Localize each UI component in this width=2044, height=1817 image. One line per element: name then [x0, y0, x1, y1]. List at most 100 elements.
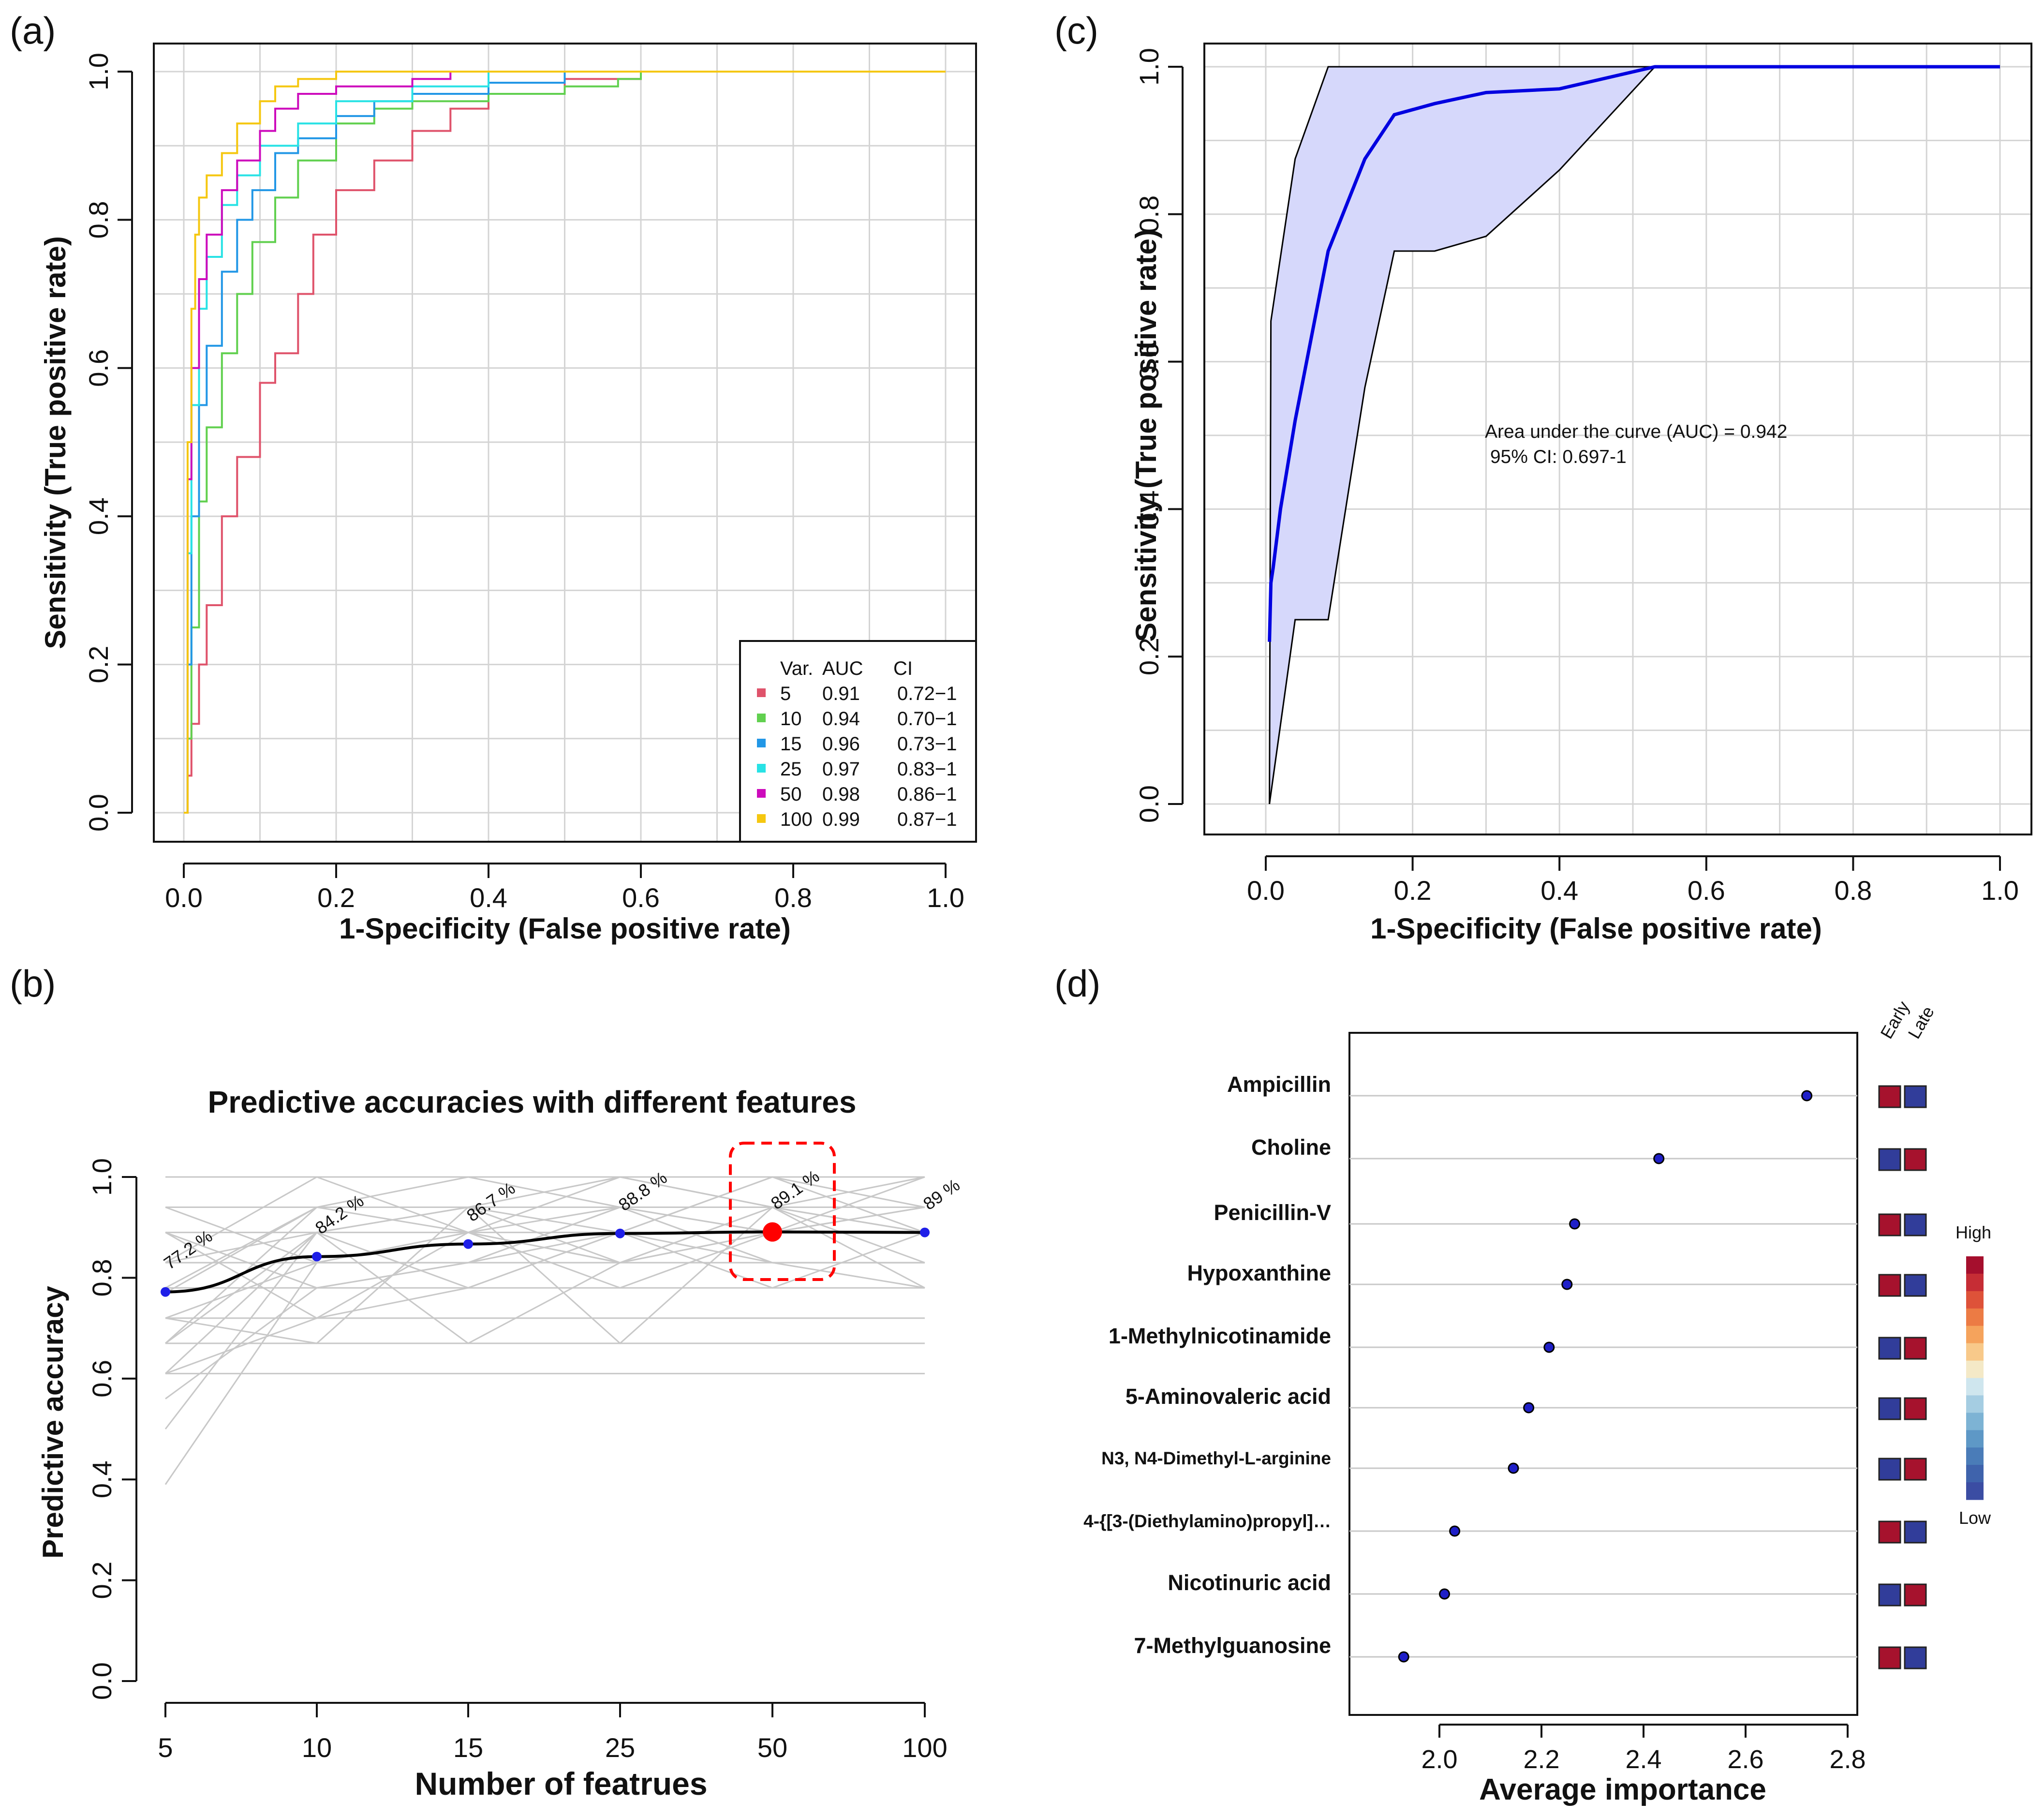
- legend-swatch-25: [757, 764, 766, 773]
- x-tick-label: 50: [757, 1732, 787, 1763]
- panel-a-label: (a): [10, 9, 56, 52]
- panel-a-y-axis: 0.0 0.2 0.4 0.6 0.8 1.0: [83, 53, 133, 832]
- panel-b-title: Predictive accuracies with different fea…: [208, 1085, 857, 1119]
- importance-point: [1653, 1153, 1665, 1164]
- legend-ci: 0.70−1: [897, 708, 957, 730]
- x-tick-label: 0.2: [317, 882, 355, 913]
- panel-c-x-label: 1-Specificity (False positive rate): [1370, 912, 1822, 945]
- panel-d-x-label: Average importance: [1479, 1773, 1766, 1806]
- early-swatch: [1878, 1274, 1901, 1297]
- ci-boundary-line: [1269, 66, 2000, 804]
- roc-curve-15: [184, 71, 946, 814]
- early-swatch: [1878, 1520, 1901, 1544]
- x-tick-label: 10: [302, 1732, 332, 1763]
- late-swatch: [1904, 1148, 1927, 1171]
- panel-b-label: (b): [10, 962, 56, 1005]
- panel-c: (c) 0.0 0.2 0.4 0.6 0.8 1.0 0.0 0.2 0.4 0.6 0.8 1.…: [1054, 9, 2032, 945]
- legend-auc: 0.97: [822, 759, 860, 780]
- accuracy-point: [615, 1228, 625, 1238]
- x-tick-label: 1.0: [1981, 875, 2019, 906]
- importance-point: [1561, 1279, 1573, 1290]
- colorbar-segment: [1966, 1273, 1984, 1292]
- colorbar-segment: [1966, 1413, 1984, 1430]
- y-tick-label: 0.0: [1134, 785, 1164, 823]
- ci-annotation: 95% CI: 0.697-1: [1485, 447, 1627, 467]
- panel-a-x-axis: 0.0 0.2 0.4 0.6 0.8 1.0: [165, 863, 964, 913]
- panel-a: (a) 0.0 0.2 0.4 0.6 0.8 1.0 0.0 0.2 0.4 0.6 0.8 1.…: [10, 9, 977, 945]
- x-tick-label: 0.2: [1394, 875, 1432, 906]
- y-tick-label: 0.0: [87, 1662, 117, 1700]
- panel-b-y-axis: 0.0 0.2 0.4 0.6 0.8 1.0: [87, 1158, 137, 1700]
- importance-point: [1439, 1588, 1450, 1600]
- legend-ci: 0.72−1: [897, 683, 957, 704]
- background-run-line: [165, 1176, 925, 1289]
- x-tick-label: 25: [605, 1732, 635, 1763]
- late-swatch: [1904, 1213, 1927, 1236]
- x-tick-label: 0.6: [622, 882, 660, 913]
- legend-swatch-15: [757, 739, 766, 747]
- roc-curve-100: [184, 71, 946, 814]
- legend-header-ci: CI: [893, 658, 913, 679]
- legend-var: 50: [780, 784, 802, 805]
- y-tick-label: 0.2: [1134, 638, 1164, 675]
- panel-c-y-axis: 0.0 0.2 0.4 0.6 0.8 1.0: [1134, 48, 1184, 823]
- accuracy-label: 86.7 %: [463, 1178, 518, 1225]
- x-tick-label: 1.0: [927, 882, 964, 913]
- legend-var: 15: [780, 733, 802, 755]
- y-tick-label: 0.8: [83, 201, 114, 238]
- x-tick-label: 2.0: [1421, 1745, 1457, 1774]
- legend-auc: 0.94: [822, 708, 860, 730]
- legend-ci: 0.86−1: [897, 784, 957, 805]
- feature-label: 4-{[3-(Diethylamino)propyl]…: [1083, 1511, 1331, 1531]
- legend-swatch-50: [757, 789, 766, 798]
- panel-c-y-label: Sensitivity (True positive rate): [1130, 229, 1162, 642]
- y-tick-label: 0.8: [1134, 195, 1164, 233]
- early-swatch: [1878, 1213, 1901, 1236]
- y-tick-label: 0.4: [87, 1460, 117, 1498]
- legend-ci: 0.87−1: [897, 809, 957, 830]
- legend-swatch-5: [757, 688, 766, 697]
- colorbar-segment: [1966, 1465, 1984, 1483]
- x-tick-label: 2.6: [1727, 1745, 1763, 1774]
- early-swatch: [1878, 1337, 1901, 1360]
- x-tick-label: 0.0: [1247, 875, 1285, 906]
- importance-point: [1449, 1525, 1461, 1537]
- colorbar-low-label: Low: [1959, 1508, 1991, 1528]
- late-swatch: [1904, 1458, 1927, 1481]
- background-run-line: [165, 1206, 925, 1344]
- importance-point: [1543, 1341, 1555, 1353]
- legend-var: 5: [780, 683, 791, 704]
- group-label-early: Early: [1876, 998, 1913, 1042]
- legend-auc: 0.98: [822, 784, 860, 805]
- y-tick-label: 0.8: [87, 1259, 117, 1296]
- feature-label: Nicotinuric acid: [1168, 1570, 1331, 1595]
- accuracy-label: 89.1 %: [767, 1166, 823, 1213]
- panel-b: (b) Predictive accuracies with different…: [10, 962, 963, 1802]
- legend-swatch-100: [757, 814, 766, 823]
- panel-d: (d) Ampicillin Choline Penicillin-V Hypoxan…: [1054, 962, 1991, 1806]
- y-tick-label: 0.2: [83, 646, 114, 684]
- late-swatch: [1904, 1583, 1927, 1607]
- y-tick-label: 0.4: [1134, 490, 1164, 528]
- roc-curve-10: [184, 71, 946, 814]
- y-tick-label: 0.2: [87, 1562, 117, 1599]
- feature-label: Penicillin-V: [1214, 1200, 1331, 1225]
- panel-b-background-runs: [164, 1176, 925, 1485]
- feature-label: 5-Aminovaleric acid: [1126, 1384, 1331, 1409]
- x-tick-label: 5: [158, 1732, 173, 1763]
- panel-d-label: (d): [1054, 962, 1100, 1005]
- x-tick-label: 2.8: [1829, 1745, 1866, 1774]
- background-run-line: [165, 1206, 925, 1264]
- legend-header-auc: AUC: [822, 658, 863, 679]
- colorbar-segment: [1966, 1430, 1984, 1448]
- late-swatch: [1904, 1397, 1927, 1420]
- colorbar-segment: [1966, 1326, 1984, 1344]
- colorbar-segment: [1966, 1482, 1984, 1500]
- x-tick-label: 0.8: [1834, 875, 1872, 906]
- ci-band: [1269, 67, 2000, 804]
- ci-boundary-line: [1269, 66, 2000, 804]
- importance-point: [1508, 1462, 1519, 1474]
- panel-d-plot-frame: [1348, 1032, 1858, 1716]
- importance-point: [1801, 1090, 1813, 1102]
- x-tick-label: 15: [453, 1732, 483, 1763]
